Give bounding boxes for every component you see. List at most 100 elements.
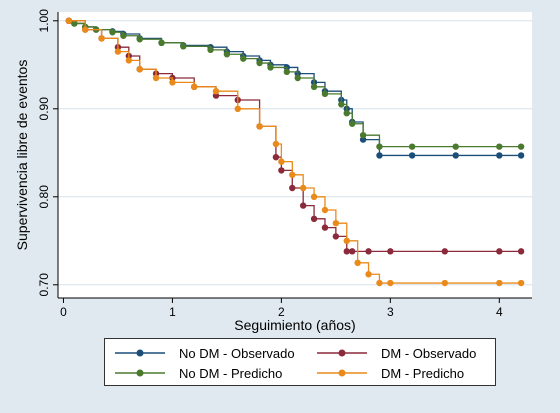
legend-item: No DM - Predicho xyxy=(113,364,282,382)
data-point xyxy=(496,248,503,255)
legend-label: DM - Observado xyxy=(381,345,477,361)
data-point xyxy=(343,248,350,255)
legend-swatch xyxy=(115,369,165,377)
data-point xyxy=(240,55,247,62)
data-point xyxy=(278,167,285,174)
legend-label: DM - Predicho xyxy=(381,365,465,381)
legend-swatch xyxy=(317,369,367,377)
axes: 0.70 0.80 0.90 1.00 0 1 2 3 4 xyxy=(37,9,532,319)
data-point xyxy=(212,92,220,99)
data-point xyxy=(98,35,105,42)
data-point xyxy=(452,143,459,150)
data-point xyxy=(71,20,78,27)
data-point xyxy=(136,36,143,43)
data-point xyxy=(452,152,459,159)
series-3 xyxy=(65,17,525,287)
x-axis-label: Seguimiento (años) xyxy=(234,317,355,333)
legend-item: No DM - Observado xyxy=(113,344,295,362)
data-point xyxy=(114,48,122,55)
legend: No DM - Observado DM - Observado No DM - P… xyxy=(104,338,496,386)
data-point xyxy=(234,105,241,113)
x-tick-label: 4 xyxy=(496,305,503,319)
y-tick-label: 1.00 xyxy=(37,9,51,33)
data-point xyxy=(191,83,198,91)
data-point xyxy=(310,215,318,222)
data-point xyxy=(310,83,318,91)
data-point xyxy=(354,259,361,266)
data-point xyxy=(180,43,187,50)
data-point xyxy=(169,79,176,86)
data-point xyxy=(152,74,160,82)
data-point xyxy=(212,88,220,95)
data-point xyxy=(289,171,296,178)
y-tick-label: 0.80 xyxy=(37,185,51,209)
data-point xyxy=(441,279,449,287)
data-point xyxy=(267,64,274,71)
data-point xyxy=(338,101,345,108)
data-point xyxy=(272,154,280,161)
data-point xyxy=(289,184,296,192)
data-point xyxy=(332,220,340,227)
legend-item: DM - Observado xyxy=(315,344,476,362)
data-point xyxy=(517,143,525,150)
data-point xyxy=(408,143,416,150)
y-tick-label: 0.70 xyxy=(37,273,51,297)
y-tick-label: 0.90 xyxy=(37,97,51,121)
data-point xyxy=(376,152,383,159)
data-point xyxy=(496,152,503,159)
data-point xyxy=(517,279,525,287)
data-point xyxy=(120,32,127,39)
data-point xyxy=(278,158,285,165)
y-axis-label: Supervivencia libre de eventos xyxy=(14,60,30,251)
data-point xyxy=(223,51,231,58)
data-point xyxy=(376,279,383,287)
data-point xyxy=(376,143,383,150)
data-point xyxy=(207,46,214,54)
data-point xyxy=(125,57,133,64)
data-point xyxy=(365,248,372,255)
data-point xyxy=(109,29,116,36)
legend-label: No DM - Observado xyxy=(179,345,295,361)
legend-item: DM - Predicho xyxy=(315,364,464,382)
data-point xyxy=(256,123,263,130)
data-point xyxy=(441,248,449,255)
data-point xyxy=(321,224,329,231)
data-point xyxy=(158,39,165,46)
grid-lines xyxy=(58,20,532,286)
data-point xyxy=(343,110,350,117)
x-tick-label: 2 xyxy=(278,305,285,319)
data-point xyxy=(517,248,525,255)
data-point xyxy=(321,90,329,98)
data-point xyxy=(359,136,367,143)
data-point xyxy=(496,143,503,150)
legend-swatch xyxy=(115,349,165,357)
data-point xyxy=(310,193,318,200)
x-tick-label: 1 xyxy=(169,305,176,319)
data-point xyxy=(256,59,263,67)
x-tick-label: 3 xyxy=(387,305,394,319)
data-point xyxy=(387,279,394,287)
legend-label: No DM - Predicho xyxy=(179,365,283,381)
x-tick-label: 0 xyxy=(60,305,67,319)
data-point xyxy=(321,206,329,214)
data-point xyxy=(349,120,356,127)
data-point xyxy=(65,17,73,24)
data-point xyxy=(136,66,143,73)
data-point xyxy=(359,132,367,139)
data-point xyxy=(299,202,307,209)
series-layer xyxy=(65,17,525,287)
data-point xyxy=(365,271,372,278)
data-point xyxy=(272,140,280,148)
data-point xyxy=(496,279,503,287)
data-point xyxy=(408,152,416,159)
data-point xyxy=(299,184,307,192)
data-point xyxy=(283,68,291,76)
data-point xyxy=(387,248,394,255)
data-point xyxy=(343,237,350,244)
data-point xyxy=(82,26,89,33)
legend-swatch xyxy=(317,349,367,357)
data-point xyxy=(332,233,340,240)
data-point xyxy=(294,74,301,82)
